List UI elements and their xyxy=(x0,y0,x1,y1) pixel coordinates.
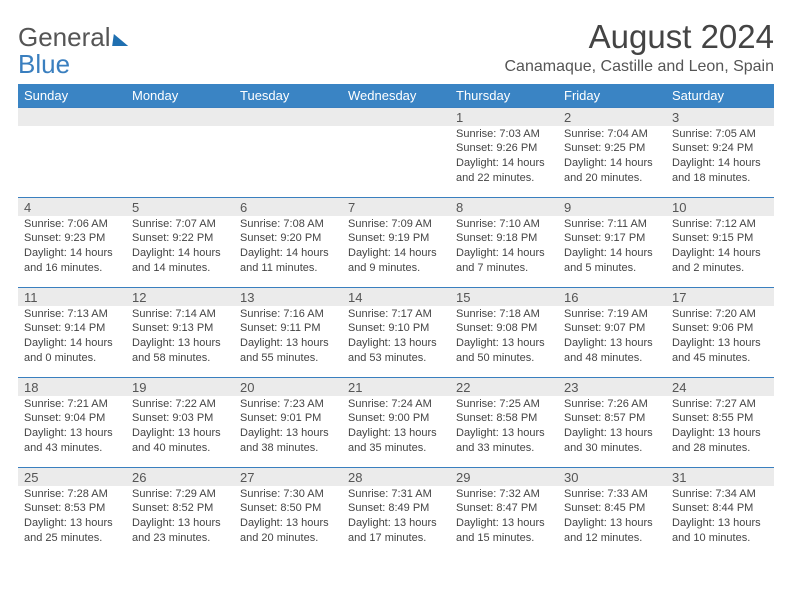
date-cell: 18 xyxy=(18,378,126,396)
info-row: Sunrise: 7:13 AM Sunset: 9:14 PM Dayligh… xyxy=(18,306,774,378)
info-cell: Sunrise: 7:07 AM Sunset: 9:22 PM Dayligh… xyxy=(126,216,234,288)
date-cell: 13 xyxy=(234,288,342,306)
info-cell: Sunrise: 7:23 AM Sunset: 9:01 PM Dayligh… xyxy=(234,396,342,468)
info-cell: Sunrise: 7:21 AM Sunset: 9:04 PM Dayligh… xyxy=(18,396,126,468)
date-cell: 25 xyxy=(18,468,126,486)
logo-triangle-icon xyxy=(112,34,130,46)
info-cell: Sunrise: 7:14 AM Sunset: 9:13 PM Dayligh… xyxy=(126,306,234,378)
day-header: Tuesday xyxy=(234,84,342,108)
info-cell: Sunrise: 7:30 AM Sunset: 8:50 PM Dayligh… xyxy=(234,486,342,558)
date-cell: 3 xyxy=(666,108,774,126)
info-cell: Sunrise: 7:33 AM Sunset: 8:45 PM Dayligh… xyxy=(558,486,666,558)
date-cell: 2 xyxy=(558,108,666,126)
date-cell: 15 xyxy=(450,288,558,306)
info-cell xyxy=(234,126,342,198)
date-cell: 26 xyxy=(126,468,234,486)
day-header: Friday xyxy=(558,84,666,108)
date-cell: 24 xyxy=(666,378,774,396)
date-cell: 14 xyxy=(342,288,450,306)
date-cell: 1 xyxy=(450,108,558,126)
date-cell xyxy=(342,108,450,126)
date-cell: 20 xyxy=(234,378,342,396)
info-cell: Sunrise: 7:05 AM Sunset: 9:24 PM Dayligh… xyxy=(666,126,774,198)
info-cell: Sunrise: 7:10 AM Sunset: 9:18 PM Dayligh… xyxy=(450,216,558,288)
info-cell: Sunrise: 7:32 AM Sunset: 8:47 PM Dayligh… xyxy=(450,486,558,558)
date-cell: 30 xyxy=(558,468,666,486)
day-header-row: Sunday Monday Tuesday Wednesday Thursday… xyxy=(18,84,774,108)
date-cell xyxy=(234,108,342,126)
info-cell: Sunrise: 7:08 AM Sunset: 9:20 PM Dayligh… xyxy=(234,216,342,288)
date-cell xyxy=(18,108,126,126)
info-cell: Sunrise: 7:28 AM Sunset: 8:53 PM Dayligh… xyxy=(18,486,126,558)
info-cell: Sunrise: 7:11 AM Sunset: 9:17 PM Dayligh… xyxy=(558,216,666,288)
info-cell: Sunrise: 7:24 AM Sunset: 9:00 PM Dayligh… xyxy=(342,396,450,468)
info-cell: Sunrise: 7:03 AM Sunset: 9:26 PM Dayligh… xyxy=(450,126,558,198)
date-cell: 29 xyxy=(450,468,558,486)
title-block: August 2024 Canamaque, Castille and Leon… xyxy=(504,18,774,76)
calendar-body: 123Sunrise: 7:03 AM Sunset: 9:26 PM Dayl… xyxy=(18,108,774,558)
date-row: 18192021222324 xyxy=(18,378,774,396)
day-header: Saturday xyxy=(666,84,774,108)
info-cell: Sunrise: 7:34 AM Sunset: 8:44 PM Dayligh… xyxy=(666,486,774,558)
date-row: 11121314151617 xyxy=(18,288,774,306)
day-header: Thursday xyxy=(450,84,558,108)
location: Canamaque, Castille and Leon, Spain xyxy=(504,58,774,76)
info-cell: Sunrise: 7:12 AM Sunset: 9:15 PM Dayligh… xyxy=(666,216,774,288)
info-cell: Sunrise: 7:04 AM Sunset: 9:25 PM Dayligh… xyxy=(558,126,666,198)
logo-text-2: Blue xyxy=(18,49,70,79)
date-cell: 17 xyxy=(666,288,774,306)
logo-text-1: General xyxy=(18,22,111,52)
info-cell: Sunrise: 7:26 AM Sunset: 8:57 PM Dayligh… xyxy=(558,396,666,468)
date-cell: 11 xyxy=(18,288,126,306)
info-cell: Sunrise: 7:18 AM Sunset: 9:08 PM Dayligh… xyxy=(450,306,558,378)
info-row: Sunrise: 7:06 AM Sunset: 9:23 PM Dayligh… xyxy=(18,216,774,288)
info-cell: Sunrise: 7:13 AM Sunset: 9:14 PM Dayligh… xyxy=(18,306,126,378)
info-cell: Sunrise: 7:17 AM Sunset: 9:10 PM Dayligh… xyxy=(342,306,450,378)
date-cell: 12 xyxy=(126,288,234,306)
day-header: Monday xyxy=(126,84,234,108)
day-header: Sunday xyxy=(18,84,126,108)
info-cell: Sunrise: 7:09 AM Sunset: 9:19 PM Dayligh… xyxy=(342,216,450,288)
logo: General Blue xyxy=(18,18,129,78)
info-row: Sunrise: 7:03 AM Sunset: 9:26 PM Dayligh… xyxy=(18,126,774,198)
date-cell: 9 xyxy=(558,198,666,216)
date-cell: 5 xyxy=(126,198,234,216)
date-cell: 27 xyxy=(234,468,342,486)
info-row: Sunrise: 7:21 AM Sunset: 9:04 PM Dayligh… xyxy=(18,396,774,468)
date-cell: 7 xyxy=(342,198,450,216)
date-row: 25262728293031 xyxy=(18,468,774,486)
date-cell: 22 xyxy=(450,378,558,396)
date-row: 123 xyxy=(18,108,774,126)
date-cell: 21 xyxy=(342,378,450,396)
info-cell: Sunrise: 7:16 AM Sunset: 9:11 PM Dayligh… xyxy=(234,306,342,378)
calendar-table: Sunday Monday Tuesday Wednesday Thursday… xyxy=(18,84,774,558)
header: General Blue August 2024 Canamaque, Cast… xyxy=(18,18,774,78)
info-row: Sunrise: 7:28 AM Sunset: 8:53 PM Dayligh… xyxy=(18,486,774,558)
date-cell: 19 xyxy=(126,378,234,396)
info-cell: Sunrise: 7:25 AM Sunset: 8:58 PM Dayligh… xyxy=(450,396,558,468)
date-cell xyxy=(126,108,234,126)
info-cell: Sunrise: 7:22 AM Sunset: 9:03 PM Dayligh… xyxy=(126,396,234,468)
date-cell: 6 xyxy=(234,198,342,216)
date-row: 45678910 xyxy=(18,198,774,216)
date-cell: 16 xyxy=(558,288,666,306)
info-cell: Sunrise: 7:06 AM Sunset: 9:23 PM Dayligh… xyxy=(18,216,126,288)
info-cell xyxy=(126,126,234,198)
info-cell: Sunrise: 7:20 AM Sunset: 9:06 PM Dayligh… xyxy=(666,306,774,378)
date-cell: 4 xyxy=(18,198,126,216)
month-title: August 2024 xyxy=(504,18,774,56)
info-cell xyxy=(18,126,126,198)
date-cell: 31 xyxy=(666,468,774,486)
date-cell: 28 xyxy=(342,468,450,486)
info-cell: Sunrise: 7:19 AM Sunset: 9:07 PM Dayligh… xyxy=(558,306,666,378)
day-header: Wednesday xyxy=(342,84,450,108)
info-cell xyxy=(342,126,450,198)
date-cell: 10 xyxy=(666,198,774,216)
info-cell: Sunrise: 7:29 AM Sunset: 8:52 PM Dayligh… xyxy=(126,486,234,558)
info-cell: Sunrise: 7:27 AM Sunset: 8:55 PM Dayligh… xyxy=(666,396,774,468)
date-cell: 8 xyxy=(450,198,558,216)
date-cell: 23 xyxy=(558,378,666,396)
info-cell: Sunrise: 7:31 AM Sunset: 8:49 PM Dayligh… xyxy=(342,486,450,558)
